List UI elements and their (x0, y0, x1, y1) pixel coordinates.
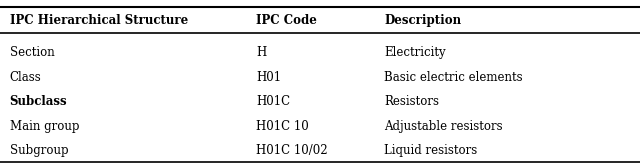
Text: Subgroup: Subgroup (10, 144, 68, 157)
Text: H01C 10: H01C 10 (256, 120, 308, 132)
Text: Liquid resistors: Liquid resistors (384, 144, 477, 157)
Text: H01: H01 (256, 71, 281, 84)
Text: Section: Section (10, 46, 54, 59)
Text: Adjustable resistors: Adjustable resistors (384, 120, 502, 132)
Text: Class: Class (10, 71, 42, 84)
Text: Electricity: Electricity (384, 46, 445, 59)
Text: H01C: H01C (256, 95, 290, 108)
Text: Basic electric elements: Basic electric elements (384, 71, 523, 84)
Text: Description: Description (384, 14, 461, 27)
Text: Resistors: Resistors (384, 95, 439, 108)
Text: Subclass: Subclass (10, 95, 67, 108)
Text: IPC Hierarchical Structure: IPC Hierarchical Structure (10, 14, 188, 27)
Text: H01C 10/02: H01C 10/02 (256, 144, 328, 157)
Text: IPC Code: IPC Code (256, 14, 317, 27)
Text: Main group: Main group (10, 120, 79, 132)
Text: H: H (256, 46, 266, 59)
